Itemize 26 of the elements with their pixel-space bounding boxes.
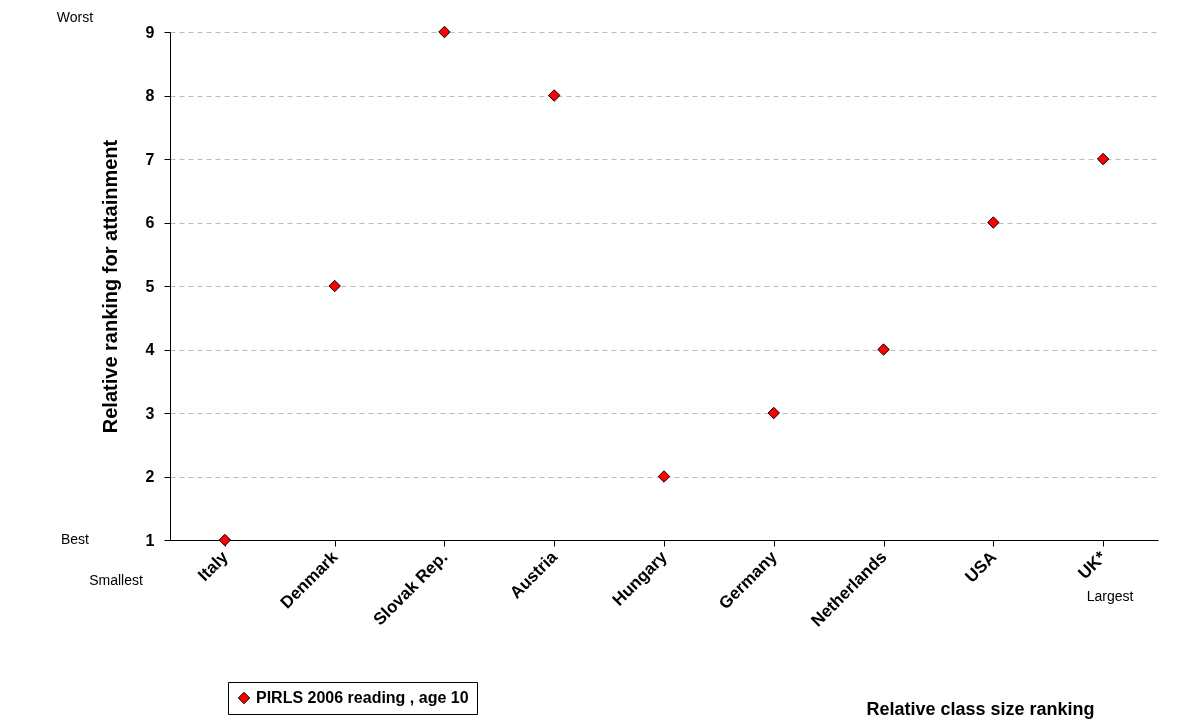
point bbox=[218, 533, 232, 547]
y-axis-title: Relative ranking for attainment bbox=[98, 139, 121, 434]
legend-label: PIRLS 2006 reading , age 10 bbox=[256, 689, 469, 706]
text: Worst bbox=[56, 9, 94, 25]
y-tick-label: 7 bbox=[145, 150, 155, 168]
x-axis-title: Relative class size ranking bbox=[866, 698, 1095, 719]
point bbox=[657, 470, 671, 483]
text: Largest bbox=[1086, 588, 1134, 604]
y-tick-label: 5 bbox=[145, 277, 155, 295]
text: Best bbox=[60, 531, 90, 547]
point bbox=[987, 216, 1000, 229]
point bbox=[767, 406, 780, 420]
point bbox=[548, 89, 561, 102]
x-tick-label: UK* bbox=[1074, 547, 1111, 583]
y-tick-label: 9 bbox=[145, 23, 155, 41]
y-tick-label: 3 bbox=[145, 404, 155, 422]
y-tick-label: 2 bbox=[145, 468, 155, 485]
point bbox=[438, 25, 451, 39]
point bbox=[1096, 152, 1110, 166]
y-tick-label: 1 bbox=[145, 531, 155, 549]
y-tick-label: 4 bbox=[145, 341, 155, 358]
y-tick-label: 8 bbox=[145, 87, 155, 104]
text: Smallest bbox=[89, 572, 143, 588]
y-tick-label: 6 bbox=[145, 214, 155, 231]
point bbox=[328, 279, 341, 293]
point bbox=[877, 343, 890, 356]
